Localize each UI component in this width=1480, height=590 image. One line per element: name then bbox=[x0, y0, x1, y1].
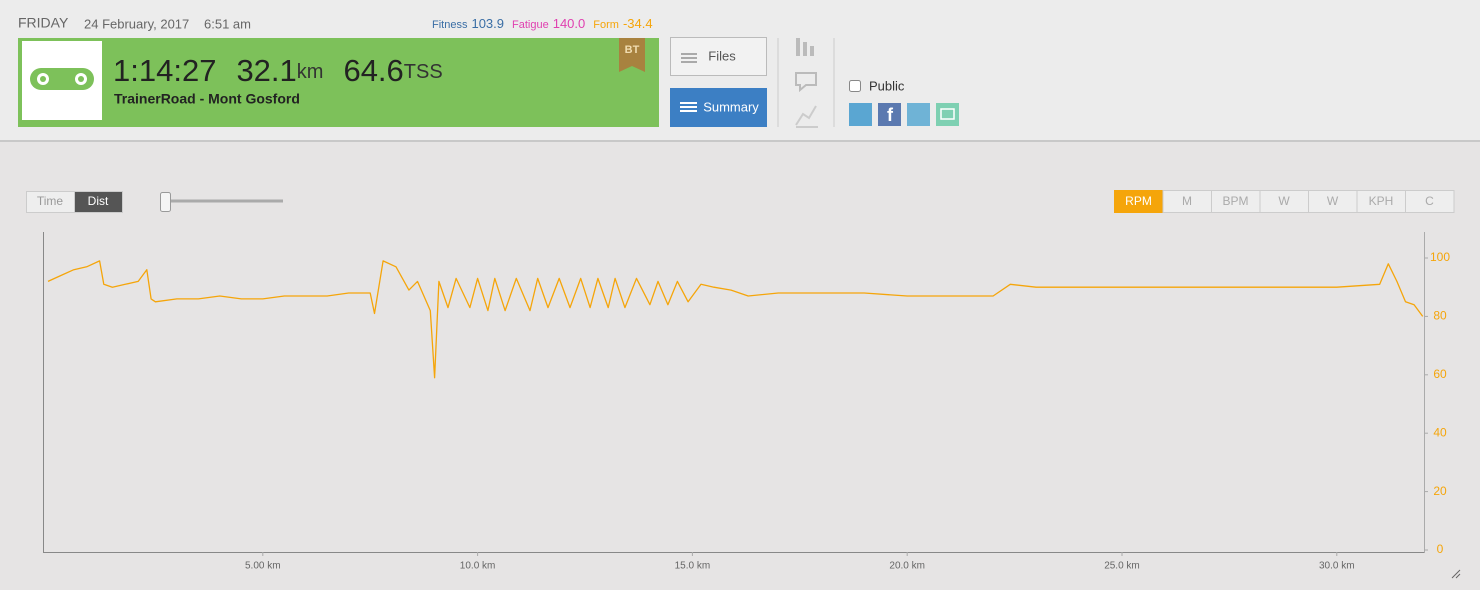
email-glyph bbox=[940, 108, 955, 120]
channel-label: KPH bbox=[1369, 194, 1394, 208]
y-tick-label: 40 bbox=[1433, 425, 1447, 439]
plot: 0 20 40 60 80 100 5.00 km 10.0 km 15.0 km 20.0 km… bbox=[47, 250, 1450, 572]
distance-unit: km bbox=[297, 61, 324, 83]
comment-icon[interactable] bbox=[795, 72, 817, 93]
date: 24 February, 2017 bbox=[84, 16, 189, 31]
files-button[interactable] bbox=[670, 37, 767, 76]
fitness: Fitness 103.9 Fatigue 140.0 Form -34.4 bbox=[432, 16, 653, 31]
summary-label: Summary bbox=[703, 99, 759, 114]
bike-icon bbox=[30, 68, 94, 90]
x-tick-label: 25.0 km bbox=[1104, 561, 1140, 572]
analysis-icon[interactable] bbox=[795, 105, 818, 128]
day: FRIDAY bbox=[18, 15, 69, 31]
time: 6:51 am bbox=[204, 16, 251, 31]
channel-label: RPM bbox=[1125, 194, 1152, 208]
tss-unit: TSS bbox=[404, 61, 443, 83]
channel-buttons: RPM M BPM W W KPH C bbox=[1114, 190, 1455, 213]
workout-panel[interactable] bbox=[18, 38, 659, 127]
duration: 1:14:27 bbox=[113, 53, 216, 88]
y-tick-label: 60 bbox=[1433, 367, 1447, 381]
x-tick-label: 30.0 km bbox=[1319, 561, 1355, 572]
fatigue-label: Fatigue bbox=[512, 19, 549, 31]
workout-name: TrainerRoad - Mont Gosford bbox=[114, 91, 300, 107]
y-tick-label: 80 bbox=[1433, 309, 1447, 323]
resize-handle[interactable] bbox=[1451, 569, 1461, 579]
badge: BT bbox=[625, 44, 640, 56]
fatigue-value: 140.0 bbox=[553, 16, 586, 31]
y-tick-label: 0 bbox=[1437, 542, 1444, 556]
y-tick-label: 100 bbox=[1430, 250, 1450, 264]
email-share[interactable] bbox=[936, 103, 959, 126]
channel-label: M bbox=[1182, 194, 1192, 208]
summary-icon bbox=[680, 102, 697, 112]
channel-button[interactable] bbox=[1405, 190, 1455, 213]
channel-label: C bbox=[1425, 194, 1434, 208]
badge-bg bbox=[619, 38, 645, 72]
y-tick-label: 20 bbox=[1433, 484, 1447, 498]
fitness-value: 103.9 bbox=[471, 16, 504, 31]
channel-label: W bbox=[1278, 194, 1290, 208]
x-tick-label: 20.0 km bbox=[889, 561, 925, 572]
twitter-share[interactable] bbox=[849, 103, 872, 126]
x-tick-label: 15.0 km bbox=[675, 561, 711, 572]
distance: 32.1 bbox=[236, 53, 296, 88]
mode-button[interactable] bbox=[74, 191, 123, 213]
x-tick-label: 10.0 km bbox=[460, 561, 496, 572]
files-icon bbox=[681, 53, 697, 63]
workout-stats: 1:14:27 32.1km 64.6TSS bbox=[113, 53, 443, 88]
facebook-share[interactable] bbox=[878, 103, 901, 126]
form-label: Form bbox=[593, 19, 619, 31]
public-label: Public bbox=[869, 78, 905, 93]
channel-label: BPM bbox=[1222, 194, 1248, 208]
bars-icon[interactable] bbox=[796, 38, 814, 56]
tss: 64.6 bbox=[343, 53, 403, 88]
link-share[interactable] bbox=[907, 103, 930, 126]
channel-label: W bbox=[1327, 194, 1339, 208]
header-border bbox=[0, 140, 1480, 142]
public-checkbox[interactable] bbox=[849, 80, 861, 92]
mode-toggle: Time Dist bbox=[26, 191, 123, 213]
x-tick-label: 5.00 km bbox=[245, 561, 281, 572]
mode-label: Dist bbox=[88, 194, 109, 208]
fitness-label: Fitness bbox=[432, 19, 468, 31]
mode-label: Time bbox=[37, 194, 64, 208]
slider-handle[interactable] bbox=[160, 192, 171, 212]
rpm-line bbox=[47, 260, 1424, 379]
facebook-glyph: f bbox=[887, 105, 894, 125]
files-label: Files bbox=[708, 48, 736, 63]
form-value: -34.4 bbox=[623, 16, 653, 31]
